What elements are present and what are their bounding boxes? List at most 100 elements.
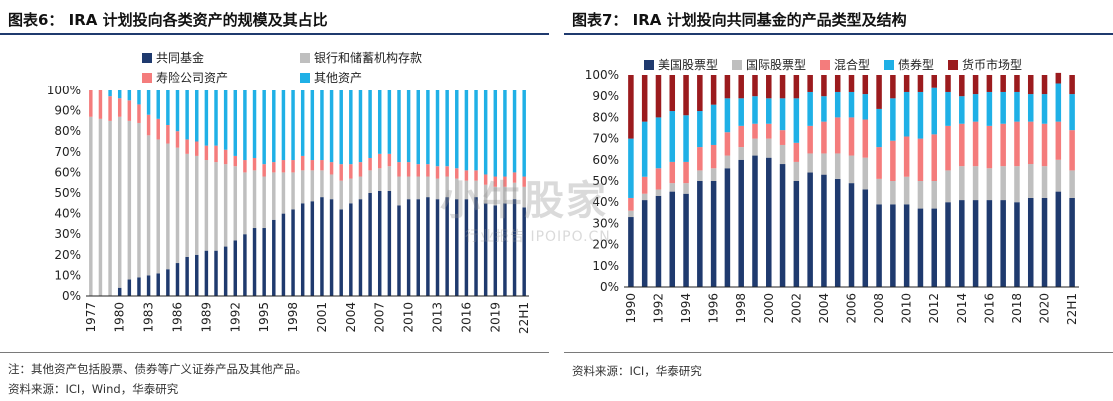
bar-segment-1: [724, 168, 731, 287]
bar-segment-3: [1069, 130, 1075, 171]
bar-segment-5: [945, 75, 951, 92]
right-legend-item-1: 国际股票型: [732, 56, 806, 73]
y-tick-label: 100%: [47, 86, 81, 97]
bar-segment-4: [503, 90, 507, 177]
legend-swatch: [644, 59, 654, 70]
bar-segment-1: [339, 209, 343, 296]
x-tick-label: 1995: [257, 302, 271, 333]
bar-segment-4: [223, 90, 228, 150]
bar-segment-4: [683, 115, 689, 162]
bar-segment-4: [146, 90, 151, 115]
bar-segment-2: [903, 176, 910, 205]
bar-segment-1: [779, 164, 786, 287]
x-tick-label: 2001: [315, 302, 329, 333]
x-tick-label: 1998: [286, 302, 300, 333]
bar-segment-1: [281, 213, 286, 296]
x-tick-label: 2007: [373, 302, 387, 333]
bar-segment-3: [377, 153, 382, 169]
bar-segment-2: [406, 176, 411, 200]
bar-segment-2: [710, 168, 717, 181]
legend-swatch: [142, 52, 152, 63]
bar-segment-4: [310, 90, 315, 161]
bar-segment-2: [156, 139, 160, 274]
bar-segment-1: [766, 157, 772, 287]
bar-segment-3: [137, 104, 141, 123]
bar-segment-4: [766, 98, 772, 124]
bar-segment-1: [397, 205, 401, 296]
bar-segment-2: [146, 135, 151, 276]
bar-segment-3: [1027, 121, 1034, 165]
bar-segment-3: [986, 125, 993, 169]
bar-segment-4: [204, 90, 209, 146]
bar-segment-3: [931, 134, 937, 181]
bar-segment-2: [329, 174, 334, 200]
bar-segment-1: [320, 197, 324, 296]
x-tick-label: 2020: [1038, 293, 1052, 324]
bar-segment-4: [474, 90, 478, 171]
bar-segment-3: [204, 145, 209, 161]
bar-segment-5: [724, 75, 731, 99]
bar-segment-2: [204, 160, 209, 251]
bar-segment-2: [368, 170, 372, 193]
x-tick-label: 2016: [459, 302, 473, 333]
bar-segment-3: [358, 162, 363, 177]
left-legend-item-2: 寿险公司资产: [142, 69, 228, 86]
bar-segment-5: [752, 75, 758, 97]
bar-segment-2: [1055, 159, 1062, 192]
legend-label: 货币市场型: [962, 58, 1023, 72]
bar-segment-4: [821, 96, 827, 122]
bar-segment-3: [959, 123, 965, 167]
bar-segment-3: [281, 160, 286, 173]
bar-segment-3: [175, 131, 180, 148]
bar-segment-4: [669, 111, 676, 162]
bar-segment-4: [426, 90, 430, 165]
bar-segment-2: [793, 161, 800, 181]
bar-segment-2: [223, 164, 228, 247]
bar-segment-3: [397, 162, 401, 177]
bar-segment-1: [1027, 197, 1034, 287]
bar-segment-3: [339, 164, 343, 181]
y-tick-label: 10%: [592, 259, 619, 273]
bar-segment-4: [185, 90, 189, 140]
bar-segment-5: [821, 75, 827, 97]
legend-label: 美国股票型: [658, 58, 719, 72]
bar-segment-4: [137, 90, 141, 105]
bar-segment-2: [848, 155, 855, 184]
bar-segment-1: [146, 275, 151, 296]
bar-segment-3: [426, 164, 430, 177]
bar-segment-4: [108, 90, 112, 97]
bar-segment-4: [1000, 91, 1006, 124]
bar-segment-3: [738, 125, 744, 148]
bar-segment-5: [972, 75, 979, 95]
legend-swatch: [142, 72, 152, 83]
bar-segment-4: [117, 90, 122, 99]
bar-segment-2: [724, 155, 731, 169]
bar-segment-4: [175, 90, 180, 132]
bar-segment-3: [445, 166, 449, 177]
x-tick-label: 2018: [1010, 293, 1024, 324]
legend-label: 寿险公司资产: [156, 71, 229, 85]
bar-segment-1: [300, 203, 305, 296]
bar-segment-1: [821, 174, 827, 287]
x-tick-label: 1996: [707, 293, 721, 324]
bar-segment-3: [166, 125, 170, 144]
bar-segment-4: [779, 98, 786, 131]
y-tick-label: 0%: [62, 289, 81, 303]
bar-segment-4: [641, 121, 648, 177]
bar-segment-1: [185, 256, 189, 296]
y-tick-label: 30%: [54, 227, 81, 241]
bar-segment-5: [641, 75, 648, 122]
bar-segment-2: [766, 138, 772, 158]
right-title-rule: [564, 33, 1113, 35]
bar-segment-5: [931, 75, 937, 88]
bar-segment-3: [848, 117, 855, 156]
bar-segment-3: [262, 164, 266, 177]
bar-segment-4: [1027, 94, 1034, 122]
x-tick-label: 1992: [651, 293, 665, 324]
bar-segment-1: [243, 234, 247, 296]
bar-segment-5: [1069, 75, 1075, 95]
left-panel: 图表6： IRA 计划投向各类资产的规模及其占比 共同基金 银行和储蓄机构存款 …: [0, 0, 549, 401]
bar-segment-2: [243, 172, 247, 235]
legend-label: 债券型: [898, 58, 935, 72]
right-legend-item-3: 债券型: [884, 56, 934, 73]
